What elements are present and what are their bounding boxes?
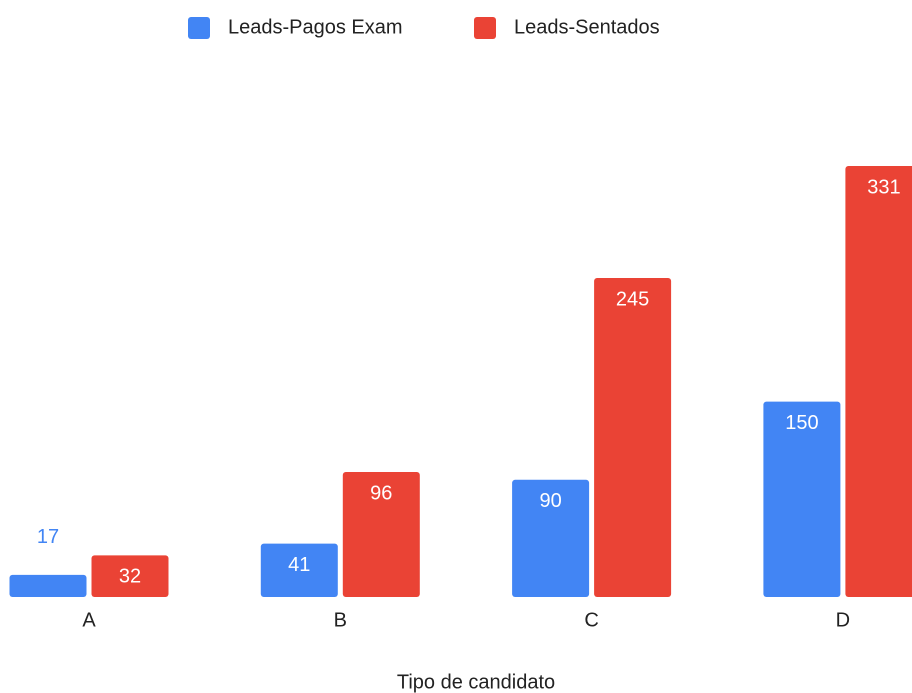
data-label: 331: [867, 176, 900, 198]
data-label: 90: [539, 490, 561, 512]
bar: [9, 574, 87, 597]
data-label: 245: [616, 288, 649, 310]
bar: [594, 277, 672, 597]
x-tick-label: C: [584, 609, 598, 631]
legend-swatch: [188, 17, 210, 39]
legend-label: Leads-Sentados: [514, 16, 660, 38]
data-label: 150: [785, 412, 818, 434]
data-label: 41: [288, 554, 310, 576]
data-label: 32: [119, 566, 141, 588]
data-label: 96: [370, 482, 392, 504]
legend-swatch: [474, 17, 496, 39]
bar: [845, 166, 912, 597]
x-axis-title: Tipo de candidato: [397, 671, 555, 693]
bar: [763, 401, 841, 597]
bar: [260, 543, 338, 597]
x-tick-label: B: [334, 609, 347, 631]
bar: [342, 471, 420, 597]
x-tick-label: D: [836, 609, 850, 631]
x-tick-label: A: [82, 609, 96, 631]
bar: [91, 555, 169, 597]
legend-label: Leads-Pagos Exam: [228, 16, 403, 38]
bar: [512, 479, 590, 597]
data-label: 17: [37, 526, 59, 548]
